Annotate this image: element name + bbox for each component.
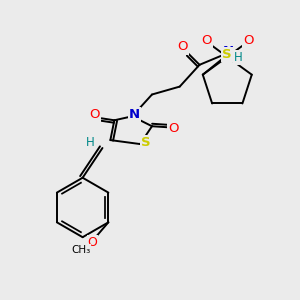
- Text: S: S: [223, 48, 232, 62]
- Text: O: O: [88, 236, 98, 249]
- Text: N: N: [223, 45, 234, 58]
- Text: CH₃: CH₃: [71, 245, 90, 255]
- Text: N: N: [129, 108, 140, 121]
- Text: O: O: [243, 34, 253, 46]
- Text: O: O: [169, 122, 179, 135]
- Text: S: S: [141, 136, 151, 148]
- Text: H: H: [86, 136, 95, 148]
- Text: O: O: [177, 40, 188, 53]
- Text: O: O: [89, 108, 100, 121]
- Text: H: H: [234, 51, 243, 64]
- Text: O: O: [201, 34, 212, 46]
